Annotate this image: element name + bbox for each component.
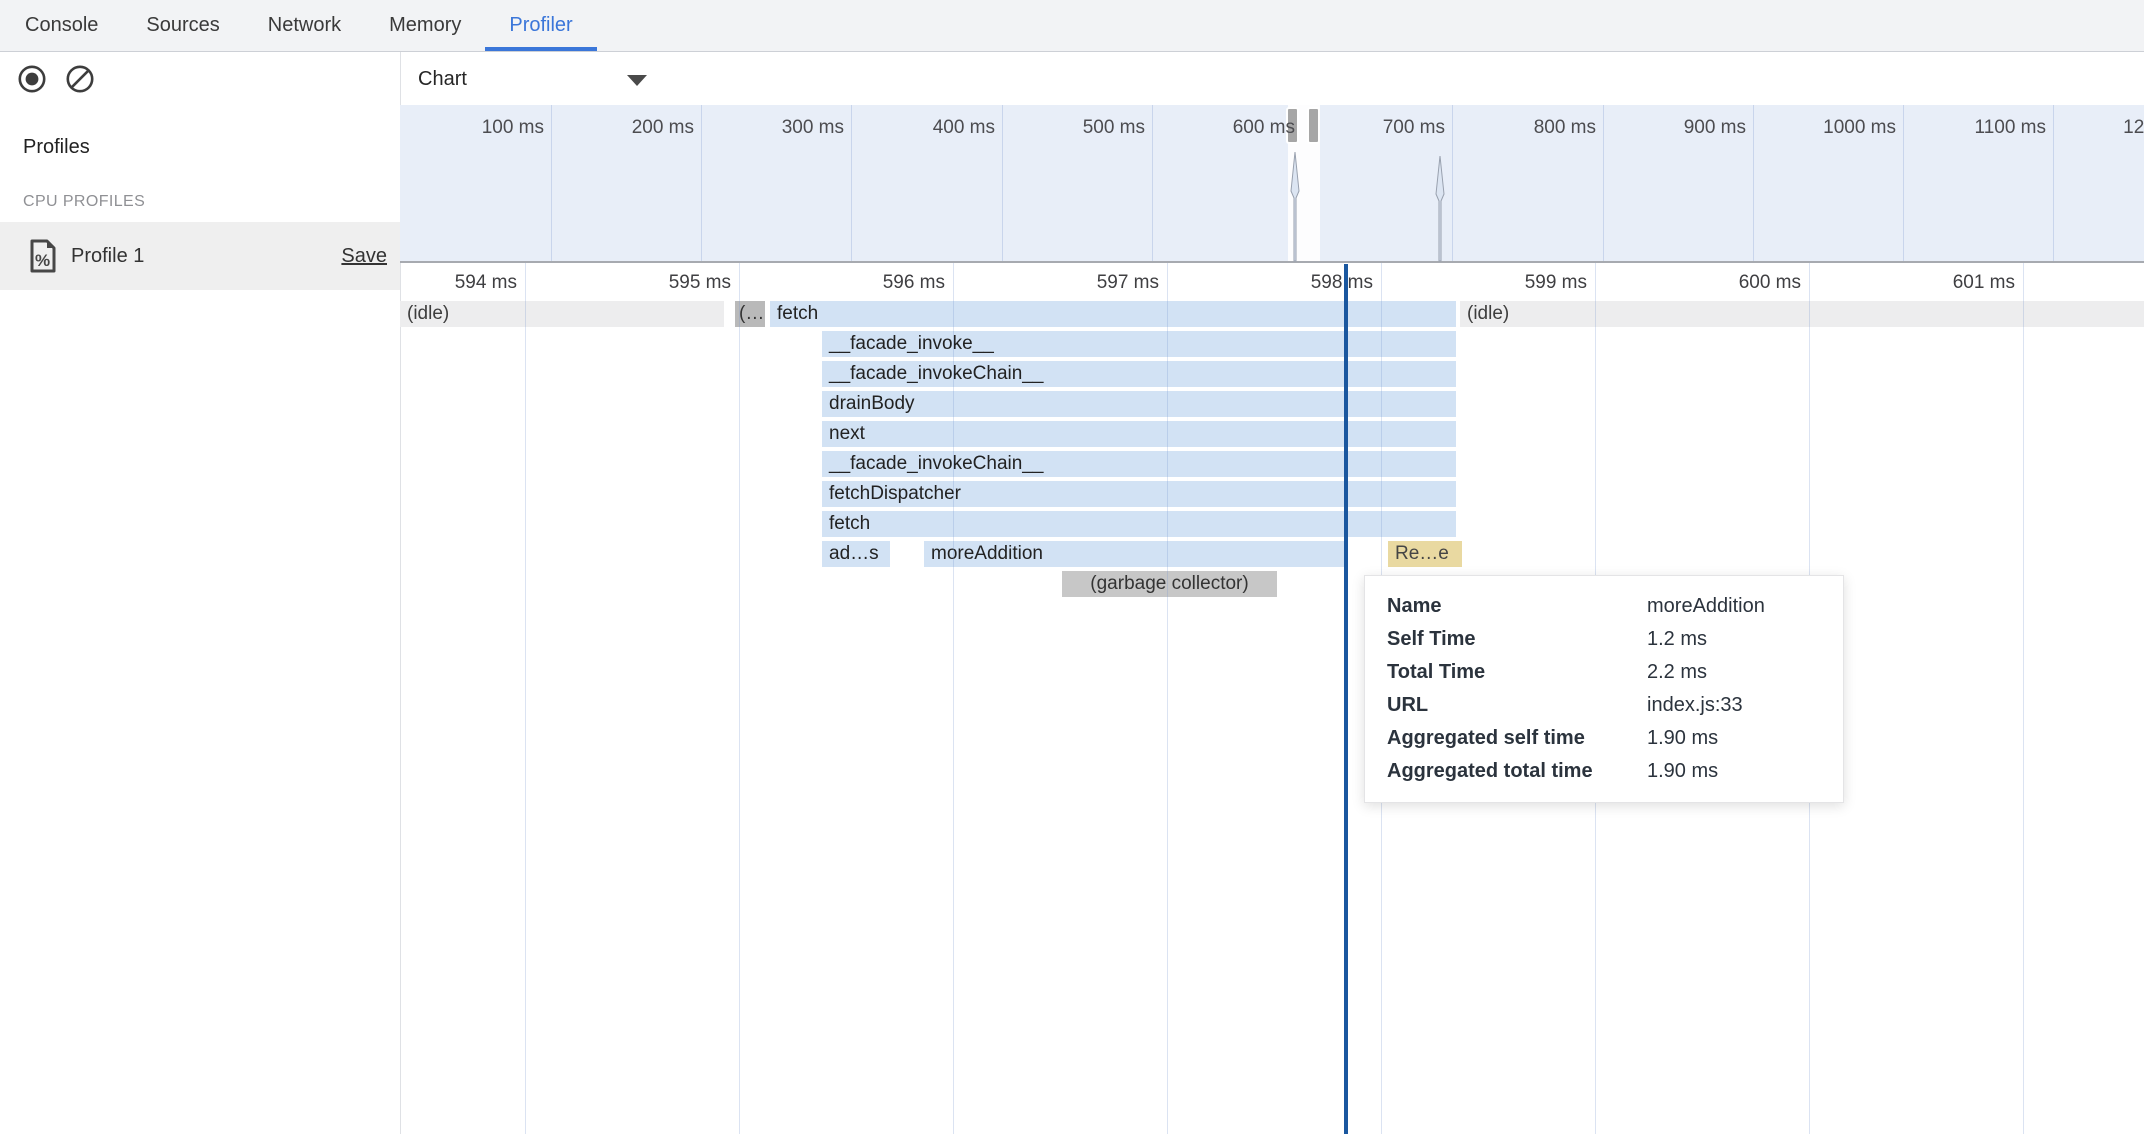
detail-gridline	[739, 263, 740, 1134]
tab-console[interactable]: Console	[25, 14, 99, 36]
cpu-activity-spikes	[1290, 151, 1445, 262]
cpu-profiles-section-header: CPU PROFILES	[23, 193, 146, 210]
save-profile-link[interactable]: Save	[341, 245, 387, 267]
tooltip-label: Aggregated self time	[1387, 727, 1585, 749]
tooltip-value: 1.90 ms	[1647, 727, 1719, 749]
record-icon[interactable]	[17, 64, 47, 94]
overview-tick-label: 500 ms	[1082, 117, 1145, 138]
detail-tick-label: 598 ms	[1310, 272, 1373, 293]
overview-tick-label: 900 ms	[1683, 117, 1746, 138]
overview-gridline	[1753, 105, 1754, 261]
flame-block-drainbody[interactable]: drainBody	[822, 391, 1456, 417]
tooltip-value: moreAddition	[1647, 595, 1765, 617]
overview-gridline	[1452, 105, 1453, 261]
tooltip-label: Self Time	[1387, 628, 1476, 650]
clear-icon[interactable]	[65, 64, 95, 94]
tooltip-label: Aggregated total time	[1387, 760, 1593, 782]
overview-gridline	[2053, 105, 2054, 261]
frame-details-tooltip: Name moreAddition Self Time 1.2 ms Total T…	[1364, 575, 1844, 803]
tooltip-value: index.js:33	[1647, 694, 1743, 716]
svg-text:%: %	[35, 251, 50, 270]
flame-block-facadeinvokechain[interactable]: __facade_invokeChain__	[822, 451, 1456, 477]
chevron-down-icon	[627, 75, 647, 86]
tooltip-value: 1.90 ms	[1647, 760, 1719, 782]
tab-profiler[interactable]: Profiler	[485, 0, 598, 51]
overview-tick-label: 300 ms	[781, 117, 844, 138]
devtools-tab-bar: Console Sources Network Memory Profiler	[0, 0, 2144, 52]
flame-block-fetchdispatcher[interactable]: fetchDispatcher	[822, 481, 1456, 507]
tab-sources[interactable]: Sources	[146, 14, 220, 36]
flame-block-facadeinvoke[interactable]: __facade_invoke__	[822, 331, 1456, 357]
overview-tick-label: 1000 ms	[1823, 117, 1896, 138]
overview-gridline	[1603, 105, 1604, 261]
overview-tick-label: 200 ms	[631, 117, 694, 138]
tab-network[interactable]: Network	[267, 14, 342, 36]
flame-block-facadeinvokechain[interactable]: __facade_invokeChain__	[822, 361, 1456, 387]
overview-gridline	[701, 105, 702, 261]
flame-block-(garbagecollector)[interactable]: (garbage collector)	[1062, 571, 1277, 597]
overview-gridline	[851, 105, 852, 261]
overview-gridline	[1002, 105, 1003, 261]
tooltip-label: URL	[1387, 694, 1429, 716]
overview-gridline	[551, 105, 552, 261]
detail-tick-label: 594 ms	[454, 272, 517, 293]
overview-tick-label: 100 ms	[481, 117, 544, 138]
overview-tick-label: 800 ms	[1533, 117, 1596, 138]
flame-block-([interactable]: (…	[735, 301, 765, 327]
overview-gridline	[1903, 105, 1904, 261]
tooltip-value: 1.2 ms	[1647, 628, 1708, 650]
flame-block-fetch[interactable]: fetch	[770, 301, 1456, 327]
sidebar-item-profile-1[interactable]: % Profile 1 Save	[0, 222, 400, 290]
profiler-toolbar: Chart	[0, 53, 2144, 106]
detail-gridline	[1167, 263, 1168, 1134]
overview-tick-label: 600 ms	[1232, 117, 1295, 138]
timeline-scrubber[interactable]	[1344, 264, 1348, 1134]
sidebar-title: Profiles	[23, 136, 90, 158]
tab-memory[interactable]: Memory	[389, 14, 462, 36]
detail-gridline	[953, 263, 954, 1134]
profile-document-icon: %	[30, 239, 56, 273]
selection-handle-left[interactable]	[1286, 107, 1299, 144]
selection-handle-right[interactable]	[1307, 107, 1320, 144]
flame-block-ree[interactable]: Re…e	[1388, 541, 1462, 567]
detail-tick-label: 600 ms	[1738, 272, 1801, 293]
tooltip-value: 2.2 ms	[1647, 661, 1708, 683]
profiles-sidebar: Profiles CPU PROFILES % Profile 1 Save	[0, 105, 400, 1134]
profile-name: Profile 1	[71, 245, 145, 267]
detail-tick-label: 599 ms	[1524, 272, 1587, 293]
flame-block-next[interactable]: next	[822, 421, 1456, 447]
overview-tick-label: 400 ms	[932, 117, 995, 138]
detail-tick-label: 595 ms	[668, 272, 731, 293]
tooltip-label: Name	[1387, 595, 1442, 617]
overview-tick-label: 1200 ms	[2123, 117, 2144, 138]
flame-block-ads[interactable]: ad…s	[822, 541, 890, 567]
flame-block-moreaddition[interactable]: moreAddition	[924, 541, 1344, 567]
flame-block-(idle)[interactable]: (idle)	[1460, 301, 2144, 327]
tooltip-label: Total Time	[1387, 661, 1486, 683]
detail-tick-label: 596 ms	[882, 272, 945, 293]
overview-tick-label: 700 ms	[1382, 117, 1445, 138]
overview-gridline	[1152, 105, 1153, 261]
flame-block-fetch[interactable]: fetch	[822, 511, 1456, 537]
sidebar-divider	[400, 52, 401, 1134]
detail-gridline	[2023, 263, 2024, 1134]
detail-gridline	[525, 263, 526, 1134]
flame-block-(idle)[interactable]: (idle)	[400, 301, 724, 327]
detail-tick-label: 601 ms	[1952, 272, 2015, 293]
detail-tick-label: 597 ms	[1096, 272, 1159, 293]
view-mode-dropdown[interactable]: Chart	[418, 67, 467, 90]
timeline-overview[interactable]	[400, 105, 2144, 263]
overview-tick-label: 1100 ms	[1974, 117, 2046, 138]
